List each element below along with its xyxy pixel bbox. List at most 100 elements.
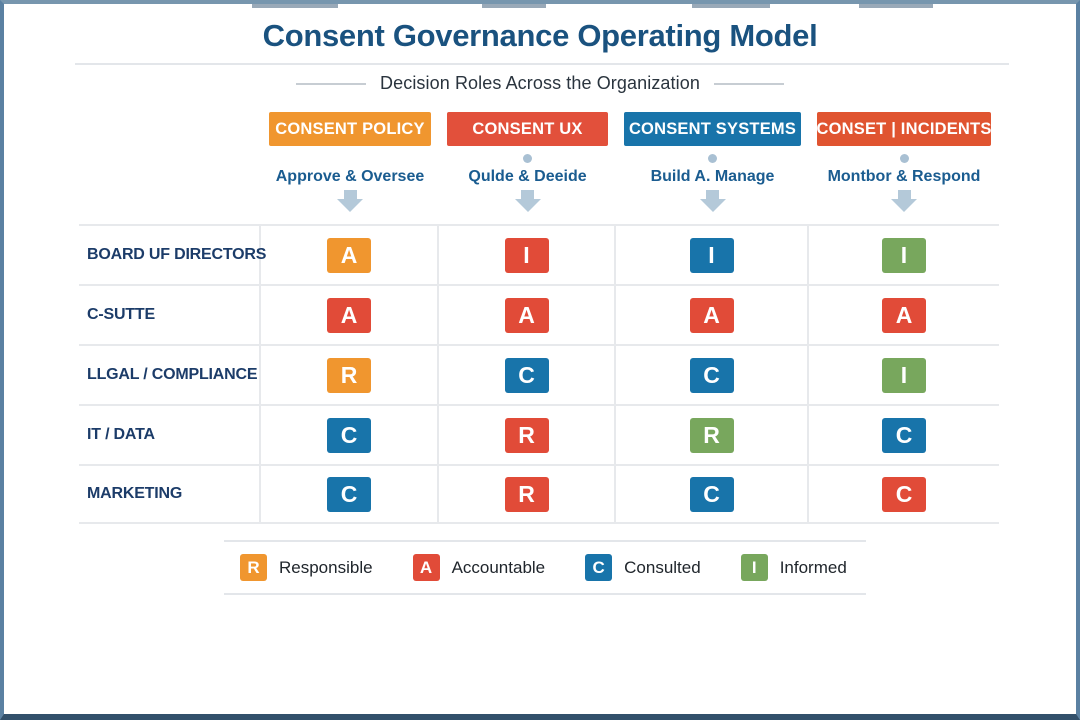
raci-cell: I — [439, 224, 616, 284]
column-role-consent-policy: Approve & Oversee — [261, 152, 439, 212]
legend-badge-i: I — [740, 554, 768, 581]
dot-icon — [523, 154, 532, 163]
legend-badge-c: C — [585, 554, 613, 581]
down-arrow-icon — [337, 190, 363, 212]
top-border-artifact — [692, 4, 770, 8]
subtitle-row: Decision Roles Across the Organization — [4, 73, 1076, 94]
column-header-consent-policy: CONSENT POLICY — [269, 112, 431, 146]
raci-badge: A — [689, 297, 734, 333]
column-role-consent-incidents: Montbor & Respond — [809, 152, 999, 212]
subtitle-dash-right — [713, 82, 784, 85]
legend: R Responsible A Accountable C Consulted … — [224, 540, 866, 595]
legend-item-informed: I Informed — [740, 554, 847, 581]
legend-label: Consulted — [624, 557, 701, 577]
down-arrow-icon — [891, 190, 917, 212]
raci-cell: A — [261, 284, 439, 344]
arrow-head — [514, 199, 541, 212]
raci-cell: I — [809, 224, 999, 284]
down-arrow-icon — [699, 190, 726, 212]
raci-badge: I — [882, 357, 926, 393]
raci-badge: R — [504, 417, 549, 453]
dot-icon — [899, 154, 909, 163]
raci-badge: C — [689, 476, 734, 512]
column-sublabel: Qulde & Deeide — [468, 168, 587, 185]
arrow-stem — [343, 190, 357, 199]
arrow-head — [891, 199, 917, 212]
raci-badge: I — [689, 237, 734, 273]
row-label-legal-compliance: LLGAL / COMPLIANCE — [79, 344, 261, 404]
raci-cell: A — [809, 284, 999, 344]
row-label-marketing: MARKETING — [79, 464, 261, 524]
column-header-consent-incidents: CONSET | INCIDENTS — [816, 112, 991, 146]
raci-cell: C — [261, 464, 439, 524]
raci-badge: A — [327, 237, 371, 273]
legend-label: Informed — [779, 557, 847, 577]
raci-cell: C — [809, 404, 999, 464]
legend-item-accountable: A Accountable — [412, 554, 546, 581]
raci-cell: C — [439, 344, 616, 404]
legend-badge-r: R — [240, 554, 267, 581]
raci-badge: R — [504, 476, 549, 512]
column-sublabel: Montbor & Respond — [827, 168, 981, 185]
arrow-stem — [706, 190, 719, 199]
top-border-artifact — [482, 4, 546, 8]
raci-cell: C — [616, 464, 809, 524]
arrow-stem — [521, 190, 534, 199]
raci-cell: R — [261, 344, 439, 404]
raci-badge: C — [882, 417, 926, 453]
raci-cell: A — [616, 284, 809, 344]
raci-cell: I — [616, 224, 809, 284]
raci-badge: C — [689, 357, 734, 393]
raci-matrix: BOARD UF DIRECTORS A I I I C-SUTTE A A A… — [79, 224, 999, 524]
raci-cell: I — [809, 344, 999, 404]
raci-badge: I — [504, 237, 549, 273]
raci-cell: R — [439, 464, 616, 524]
sublabel-spacer — [79, 152, 261, 212]
row-label-it-data: IT / DATA — [79, 404, 261, 464]
arrow-stem — [897, 190, 911, 199]
page-title: Consent Governance Operating Model — [262, 18, 818, 53]
raci-cell: A — [261, 224, 439, 284]
column-sublabel: Approve & Oversee — [275, 168, 425, 185]
raci-cell: R — [439, 404, 616, 464]
column-role-consent-ux: Qulde & Deeide — [439, 152, 616, 212]
raci-badge: I — [882, 237, 926, 273]
arrow-head — [699, 199, 726, 212]
header-spacer — [79, 112, 261, 146]
row-label-c-suite: C-SUTTE — [79, 284, 261, 344]
column-sublabel-row: Approve & Oversee Qulde & Deeide Build A… — [79, 152, 999, 212]
raci-badge: R — [689, 417, 734, 453]
down-arrow-icon — [514, 190, 541, 212]
column-header-consent-ux: CONSENT UX — [447, 112, 608, 146]
legend-label: Accountable — [451, 557, 546, 577]
legend-label: Responsible — [279, 557, 373, 577]
top-border-artifact — [859, 4, 933, 8]
raci-badge: C — [504, 357, 549, 393]
raci-badge: C — [327, 417, 371, 453]
legend-item-consulted: C Consulted — [585, 554, 701, 581]
page-subtitle: Decision Roles Across the Organization — [380, 73, 700, 93]
dot-icon — [708, 154, 717, 163]
subtitle-dash-left — [296, 82, 367, 85]
row-label-board-of-directors: BOARD UF DIRECTORS — [79, 224, 266, 284]
legend-item-responsible: R Responsible — [240, 554, 373, 581]
raci-cell: R — [616, 404, 809, 464]
column-header-row: CONSENT POLICY CONSENT UX CONSENT SYSTEM… — [79, 112, 999, 146]
raci-badge: A — [327, 297, 371, 333]
title-divider — [75, 63, 1009, 65]
raci-cell: C — [809, 464, 999, 524]
raci-badge: R — [327, 357, 371, 393]
column-sublabel: Build A. Manage — [650, 168, 775, 185]
raci-cell: C — [261, 404, 439, 464]
raci-cell: C — [616, 344, 809, 404]
raci-cell: A — [439, 284, 616, 344]
arrow-head — [337, 199, 363, 212]
top-border-artifact — [252, 4, 338, 8]
raci-badge: C — [327, 476, 371, 512]
legend-badge-a: A — [412, 554, 440, 581]
column-role-consent-systems: Build A. Manage — [616, 152, 809, 212]
raci-badge: A — [882, 297, 926, 333]
column-header-consent-systems: CONSENT SYSTEMS — [624, 112, 801, 146]
raci-badge: A — [504, 297, 549, 333]
